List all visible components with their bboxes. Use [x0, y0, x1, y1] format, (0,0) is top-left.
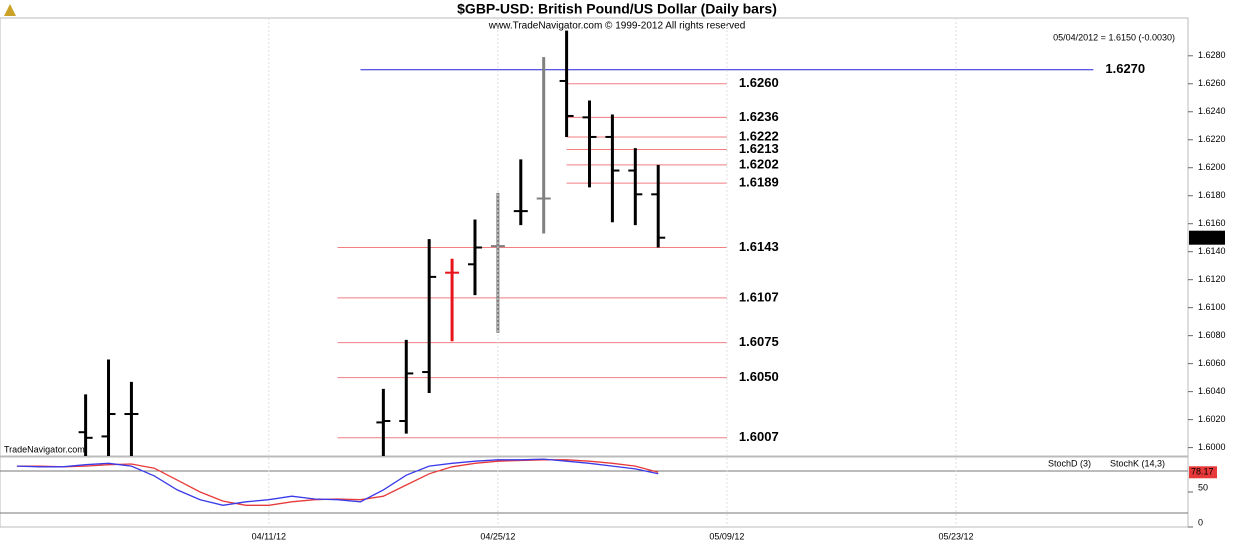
- y-tick-label: 1.6060: [1198, 358, 1226, 368]
- x-tick-label: 05/23/12: [938, 531, 973, 541]
- level-label: 1.6007: [739, 429, 779, 444]
- y-tick-label: 1.6020: [1198, 414, 1226, 424]
- y-tick-label: 1.6120: [1198, 274, 1226, 284]
- y-tick-label: 1.6000: [1198, 442, 1226, 452]
- level-label: 1.6270: [1105, 61, 1145, 76]
- price-panel: [0, 17, 1189, 457]
- value-box: [1189, 466, 1217, 479]
- y-tick-label: 1.6040: [1198, 386, 1226, 396]
- stoch-panel: [0, 456, 1189, 528]
- series-line: [16, 459, 659, 506]
- level-label: 1.6107: [739, 289, 779, 304]
- level-label: 1.6213: [739, 141, 779, 156]
- y-tick-label: 1.6200: [1198, 162, 1226, 172]
- bars: [78, 30, 666, 456]
- y-tick-label: 1.6180: [1198, 190, 1226, 200]
- x-tick-label: 04/25/12: [480, 531, 515, 541]
- y-tick-label: 1.6220: [1198, 134, 1226, 144]
- y-tick-label: 1.6080: [1198, 330, 1226, 340]
- level-label: 1.6143: [739, 239, 779, 254]
- value-label: 78.17: [1191, 467, 1214, 477]
- series-line: [16, 458, 659, 506]
- level-label: 1.6075: [739, 334, 779, 349]
- logo: [4, 4, 16, 16]
- y-tick-label: 1.6280: [1198, 50, 1226, 60]
- last-price-box: [1189, 230, 1225, 245]
- legend-entry: StochD (3): [1048, 458, 1091, 468]
- last-price-label: 1.6150: [1192, 232, 1220, 242]
- x-tick-label: 04/11/12: [252, 531, 286, 541]
- level-label: 1.6260: [739, 75, 779, 90]
- level-label: 1.6189: [739, 175, 779, 190]
- watermark: TradeNavigator.com: [4, 444, 85, 454]
- y-tick-label: 1.6100: [1198, 302, 1226, 312]
- y-tick-label: 0: [1198, 517, 1203, 527]
- y-tick-label: 1.6140: [1198, 246, 1226, 256]
- chart-title: $GBP-USD: British Pound/US Dollar (Daily…: [457, 1, 777, 17]
- chart-subtitle: www.TradeNavigator.com © 1999-2012 All r…: [488, 21, 746, 32]
- level-label: 1.6050: [739, 369, 779, 384]
- level-label: 1.6236: [739, 109, 779, 124]
- y-tick-label: 1.6260: [1198, 78, 1226, 88]
- y-tick-label: 1.6160: [1198, 218, 1226, 228]
- status: 05/04/2012 = 1.6150 (-0.0030): [1053, 32, 1175, 42]
- y-tick-label: 1.6240: [1198, 106, 1226, 116]
- y-tick-label: 50: [1198, 482, 1208, 492]
- level-label: 1.6222: [739, 128, 779, 143]
- x-tick-label: 05/09/12: [709, 531, 744, 541]
- legend-entry: StochK (14,3): [1110, 458, 1165, 468]
- level-label: 1.6202: [739, 156, 779, 171]
